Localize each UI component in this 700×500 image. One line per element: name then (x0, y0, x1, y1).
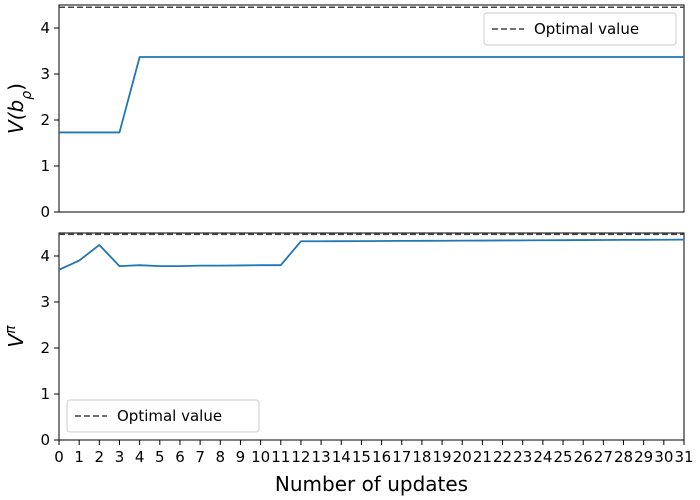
chart1-x-tick-label: 25 (553, 448, 572, 466)
chart1-x-tick-label: 13 (312, 448, 331, 466)
chart1-x-tick-label: 2 (95, 448, 105, 466)
chart1-y-axis-title: Vπ (3, 325, 28, 348)
chart1-x-tick-label: 23 (513, 448, 532, 466)
chart1-x-tick-label: 0 (54, 448, 64, 466)
chart1-legend-label: Optimal value (117, 407, 222, 425)
chart1-x-tick-label: 7 (195, 448, 205, 466)
chart1-x-tick-label: 30 (654, 448, 673, 466)
chart1-x-tick-label: 21 (473, 448, 492, 466)
chart0-legend-box (483, 12, 677, 46)
chart1-x-tick-label: 8 (216, 448, 226, 466)
chart1-x-tick-label: 31 (674, 448, 693, 466)
chart1-x-tick-label: 6 (175, 448, 185, 466)
chart1-x-tick-label: 4 (135, 448, 145, 466)
chart1-x-tick-label: 14 (332, 448, 351, 466)
chart1-x-tick-label: 17 (392, 448, 411, 466)
chart1-x-tick-label: 26 (574, 448, 593, 466)
chart1-x-tick-label: 24 (533, 448, 552, 466)
chart1-x-tick-label: 29 (634, 448, 653, 466)
chart0-y-tick-label: 3 (40, 65, 50, 83)
chart1-x-tick-label: 3 (115, 448, 125, 466)
chart1-legend-box (66, 399, 260, 433)
chart0-y-tick-label: 4 (40, 19, 50, 37)
chart1-x-tick-label: 5 (155, 448, 165, 466)
chart1-y-tick-label: 0 (40, 431, 50, 449)
chart0-y-tick-label: 1 (40, 157, 50, 175)
chart1-x-tick-label: 19 (433, 448, 452, 466)
chart1-axes-frame (58, 232, 685, 441)
chart0-legend: Optimal value (483, 12, 677, 46)
chart0-panel: 0 1 2 3 4 V(bρ) Optimal value (4, 4, 685, 221)
chart1-y-tick-label: 3 (40, 293, 50, 311)
chart0-y-tick-label: 0 (40, 203, 50, 221)
chart1-x-tick-label: 22 (493, 448, 512, 466)
chart1-x-tick-label: 9 (236, 448, 246, 466)
chart1-x-tick-label: 16 (372, 448, 391, 466)
chart1-x-tick-label: 27 (594, 448, 613, 466)
chart1-x-tick-label: 12 (291, 448, 310, 466)
chart1-legend: Optimal value (66, 399, 260, 433)
chart1-x-tick-label: 20 (453, 448, 472, 466)
chart0-series-line (59, 56, 684, 134)
chart0-axes-frame (58, 4, 685, 213)
chart1-y-tick-label: 2 (40, 339, 50, 357)
chart1-series-line (58, 238, 685, 271)
chart0-legend-label: Optimal value (534, 20, 639, 38)
chart0-y-axis-title: V(bρ) (4, 83, 35, 134)
chart1-x-tick-label: 11 (271, 448, 290, 466)
chart1-x-axis-title: Number of updates (275, 472, 468, 496)
chart1-x-tick-label: 18 (412, 448, 431, 466)
chart1-y-tick-label: 4 (40, 247, 50, 265)
chart1-x-tick-label: 10 (251, 448, 270, 466)
chart1-x-tick-label: 1 (74, 448, 84, 466)
chart1-y-tick-label: 1 (40, 385, 50, 403)
chart1-x-tick-label: 15 (352, 448, 371, 466)
chart1-x-tick-label: 28 (614, 448, 633, 466)
chart0-y-tick-label: 2 (40, 111, 50, 129)
